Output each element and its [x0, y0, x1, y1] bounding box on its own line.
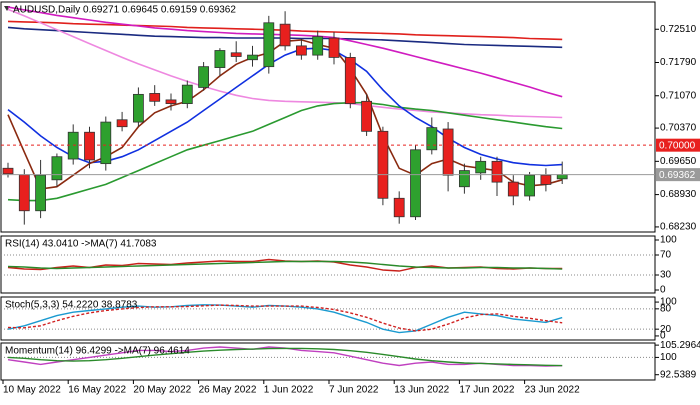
y-tick-label: 0.70370 [660, 123, 697, 134]
candle-body [35, 174, 46, 212]
candle-body [442, 128, 454, 176]
candle-body [344, 57, 356, 105]
y-tick-label: 0.68230 [660, 222, 697, 233]
candle-body [491, 160, 503, 183]
candle-body [230, 52, 242, 57]
y-tick-label: 20 [660, 324, 672, 335]
y-tick-label: 70 [660, 250, 672, 261]
x-tick-label: 10 May 2022 [3, 385, 61, 396]
candle-body [426, 127, 438, 151]
candle-body [18, 174, 30, 212]
candle-body [149, 93, 161, 102]
candle-body [181, 84, 193, 105]
candle-body [475, 160, 487, 174]
candle-body [2, 167, 14, 175]
panel-frame [0, 1, 656, 233]
indicator-line [7, 347, 563, 367]
candle-body [361, 100, 373, 132]
candle-body [214, 50, 226, 68]
candle-body [295, 45, 307, 56]
moving-average-line [7, 47, 563, 167]
candle-body [524, 174, 535, 197]
candle-body [116, 119, 128, 128]
panel-title: RSI(14) 43.0410 ->MA(7) 41.7083 [5, 239, 157, 250]
y-tick-label: 0.68930 [660, 189, 697, 200]
candle-body [165, 99, 177, 105]
y-tick-label: 100 [660, 352, 677, 363]
moving-average-line [7, 101, 563, 202]
y-tick-label: 0.72510 [660, 24, 697, 35]
y-tick-label: 0.71790 [660, 57, 697, 68]
candle-body [393, 197, 405, 218]
y-tick-label: 100 [660, 297, 677, 308]
x-tick-label: 13 Jun 2022 [394, 385, 449, 396]
candle-body [198, 66, 210, 88]
candle-body [507, 181, 519, 197]
x-tick-label: 26 May 2022 [199, 385, 257, 396]
candle-body [51, 156, 63, 181]
candle-body [247, 54, 258, 61]
y-tick-label: 80 [660, 303, 672, 314]
x-tick-label: 1 Jun 2022 [264, 385, 314, 396]
x-tick-label: 7 Jun 2022 [329, 385, 379, 396]
candle-body [328, 37, 340, 58]
panel-title: AUDUSD,Daily 0.69271 0.69645 0.69159 0.6… [13, 5, 236, 16]
panel-frame [0, 296, 656, 341]
y-tick-label: 0.71070 [660, 90, 697, 101]
x-tick-label: 23 Jun 2022 [525, 385, 580, 396]
y-tick-label: 0.69650 [660, 156, 697, 167]
x-tick-label: 20 May 2022 [133, 385, 191, 396]
candle-body [458, 170, 470, 188]
y-tick-label: 0 [660, 285, 666, 296]
y-tick-label: 30 [660, 270, 672, 281]
moving-average-line [7, 8, 563, 119]
panel-title: Stoch(5,3,3) 54.2220 38.8783 [5, 300, 138, 311]
price-level-box [656, 138, 700, 152]
candle-body [100, 121, 112, 165]
candle-body [312, 36, 324, 56]
candle-body [263, 22, 275, 68]
x-tick-label: 17 Jun 2022 [459, 385, 514, 396]
y-tick-label: 92.5389 [660, 369, 697, 380]
candle-body [540, 174, 552, 185]
candle-body [556, 174, 568, 180]
indicator-line [7, 304, 563, 334]
candle-body [279, 23, 291, 47]
x-tick-label: 16 May 2022 [68, 385, 126, 396]
y-tick-label: 100 [660, 235, 677, 246]
price-level-label: 0.69362 [659, 170, 696, 181]
panel-title: Momentum(14) 96.4299 ->MA(7) 96.4614 [5, 346, 190, 357]
indicator-line [7, 260, 563, 270]
candle-body [132, 93, 144, 123]
price-level-label: 0.70000 [659, 140, 696, 151]
y-tick-label: 105.2964 [660, 340, 700, 351]
y-tick-label: 0 [660, 331, 666, 342]
candle-body [410, 149, 421, 218]
panel-frame [0, 235, 656, 294]
price-level-box [656, 168, 700, 182]
candle-body [84, 131, 95, 161]
candle-body [377, 130, 389, 199]
